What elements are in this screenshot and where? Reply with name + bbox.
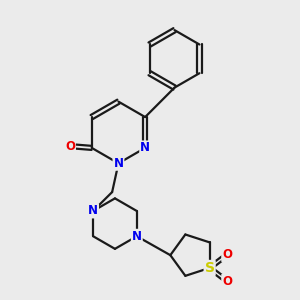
Text: N: N <box>88 205 98 218</box>
Text: N: N <box>140 141 150 154</box>
Text: O: O <box>222 275 232 288</box>
Text: S: S <box>205 261 214 275</box>
Text: O: O <box>65 140 75 153</box>
Text: N: N <box>113 157 124 170</box>
Text: N: N <box>132 230 142 243</box>
Text: O: O <box>222 248 232 261</box>
